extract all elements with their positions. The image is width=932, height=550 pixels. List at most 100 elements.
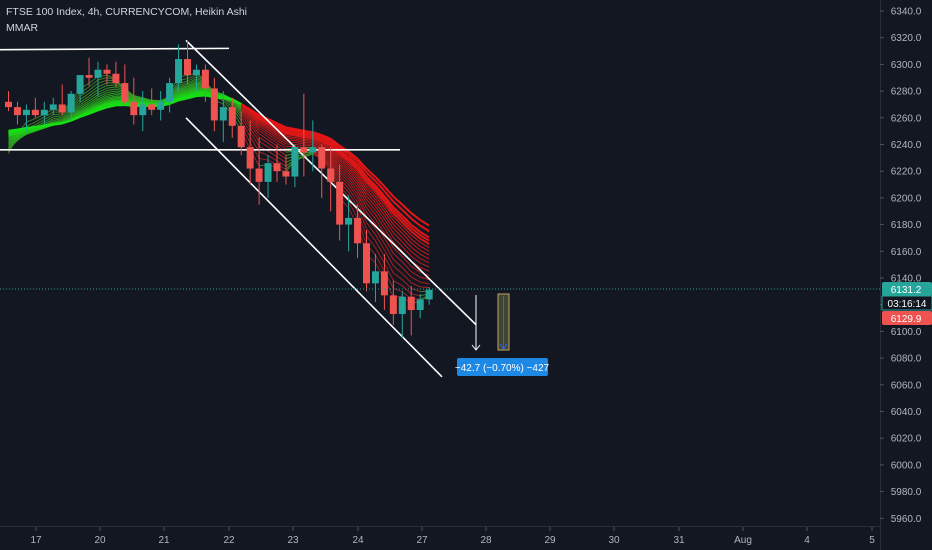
mmar-line-segment [419, 230, 430, 239]
mmar-line-segment [375, 199, 385, 212]
bar-countdown: 03:16:14 [888, 299, 927, 310]
mmar-line-segment [420, 281, 430, 285]
candle-body [255, 168, 263, 182]
mmar-line-segment [348, 172, 358, 185]
mmar-line-segment [348, 181, 358, 195]
mmar-line-segment [196, 94, 206, 98]
mmar-line-segment [187, 82, 197, 88]
candle-body [389, 295, 397, 315]
mmar-line-segment [88, 86, 99, 94]
mmar-line-segment [392, 237, 403, 247]
mmar-line-segment [383, 243, 394, 260]
mmar-line-segment [106, 95, 117, 99]
price-tick-label: 5980.0 [891, 487, 922, 498]
mmar-line-segment [258, 116, 269, 123]
mmar-line-segment [420, 276, 430, 281]
mmar-line-segment [410, 246, 421, 255]
mmar-line-segment [142, 100, 152, 103]
mmar-line-segment [35, 119, 45, 126]
mmar-line-segment [303, 135, 313, 139]
mmar-line-segment [70, 109, 81, 118]
time-tick-label: 30 [608, 535, 620, 546]
mmar-line-segment [17, 131, 27, 136]
mmar-line-segment [348, 168, 358, 179]
mmar-line-segment [357, 193, 367, 213]
mmar-line-segment [383, 256, 394, 274]
mmar-line-segment [347, 156, 359, 166]
candle-body [318, 147, 326, 169]
candle-body [157, 101, 165, 110]
price-tick-label: 6300.0 [891, 60, 922, 71]
mmar-line-segment [249, 114, 260, 125]
mmar-line-segment [401, 215, 412, 226]
mmar-line-segment [276, 135, 287, 143]
mmar-line-segment [357, 170, 367, 184]
mmar-line-segment [321, 134, 332, 140]
trendline[interactable] [0, 47, 230, 51]
mmar-line-segment [392, 209, 403, 220]
mmar-line-segment [178, 97, 188, 102]
price-tick-label: 5960.0 [891, 514, 922, 525]
mmar-line-segment [383, 207, 394, 221]
mmar-line-segment [347, 153, 359, 163]
mmar-line-segment [187, 80, 197, 85]
time-tick-label: Aug [734, 535, 752, 546]
mmar-line-segment [240, 116, 251, 133]
mmar-line-segment [401, 256, 412, 267]
candle-body [264, 163, 272, 182]
mmar-line-segment [321, 144, 331, 150]
chart-title[interactable]: FTSE 100 Index, 4h, CURRENCYCOM, Heikin … [6, 6, 247, 18]
range-arrow-head-icon [471, 344, 481, 351]
mmar-line-segment [419, 237, 430, 245]
time-axis[interactable]: 17 20 21 22 23 24 27 28 29 30 31 Aug 4 5 [30, 527, 875, 546]
mmar-line-segment [348, 161, 358, 172]
mmar-line-segment [365, 180, 377, 192]
mmar-line-segment [366, 192, 376, 204]
mmar-line-segment [294, 141, 304, 145]
mmar-line-segment [393, 272, 403, 281]
candle-body [327, 168, 335, 182]
mmar-line-segment [88, 83, 99, 91]
candle-body [58, 104, 66, 113]
mmar-line-segment [61, 115, 72, 122]
mmar-line-segment [411, 293, 421, 297]
mmar-line-segment [401, 261, 412, 272]
price-tick-label: 6180.0 [891, 220, 922, 231]
trendline[interactable] [185, 117, 443, 378]
mmar-line-segment [249, 115, 260, 127]
candle-body [407, 296, 415, 311]
mmar-line-segment [285, 143, 295, 145]
mmar-line-segment [61, 116, 72, 123]
price-tick-label: 6280.0 [891, 87, 922, 98]
price-range-tool[interactable]: −42.7 (−0.70%) −427 [455, 293, 550, 376]
mmar-line-segment [419, 249, 430, 256]
mmar-line-segment [294, 138, 304, 142]
mmar-line-segment [366, 188, 376, 200]
candle-body [121, 83, 129, 102]
mmar-line-segment [375, 196, 385, 209]
mmar-line-segment [321, 135, 332, 142]
candle-body [49, 104, 57, 110]
mmar-line-segment [133, 97, 143, 100]
mmar-line-segment [222, 98, 233, 108]
candle-body [40, 109, 48, 116]
mmar-line-segment [267, 142, 278, 150]
mmar-line-segment [339, 169, 349, 180]
mmar-line-segment [187, 93, 197, 99]
mmar-line-segment [88, 94, 99, 102]
price-tick-label: 6020.0 [891, 434, 922, 445]
mmar-line-segment [240, 108, 251, 120]
mmar-line-segment [330, 138, 341, 147]
mmar-line-segment [133, 98, 143, 101]
mmar-line-segment [303, 141, 313, 144]
mmar-line-segment [133, 96, 143, 99]
mmar-line-segment [348, 163, 358, 174]
mmar-line-segment [258, 119, 269, 126]
last-price-value: 6131.2 [891, 285, 922, 296]
mmar-line-segment [294, 129, 305, 134]
indicator-name[interactable]: MMAR [6, 22, 39, 34]
mmar-line-segment [401, 221, 412, 233]
mmar-line-segment [357, 190, 367, 208]
mmar-line-segment [401, 203, 412, 214]
